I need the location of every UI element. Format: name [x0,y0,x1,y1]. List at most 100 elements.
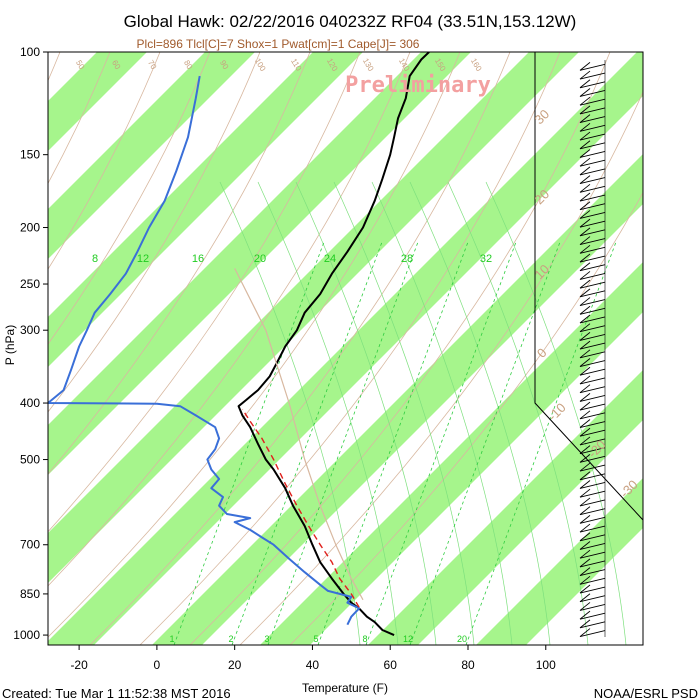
wind-barb-shaft [579,177,606,185]
mixing-ratio-label: 28 [401,253,413,265]
wind-barb-shaft [579,569,606,577]
wind-barb-flag [579,122,591,132]
wind-barb-shaft [579,281,606,289]
y-tick-label: 300 [20,323,40,337]
wind-barb [579,340,606,350]
wind-barb-flag [579,602,591,611]
x-tick-label: 20 [228,658,242,672]
x-tick-label: 80 [461,658,475,672]
wind-barb-flag [579,70,591,80]
wind-barb-flag [579,358,591,367]
wind-barb-shaft [579,325,606,333]
wind-barb-shaft [579,394,606,402]
wind-barb-shaft [579,604,606,611]
y-tick-label: 850 [20,587,40,601]
series-line-parcel [241,408,360,608]
wind-barb-shaft [579,508,606,516]
y-axis-label: P (hPa) [3,325,17,365]
y-tick-label: 100 [20,45,40,59]
wind-barb-flag [579,131,591,141]
wind-barb [579,375,606,385]
wind-barb [579,157,606,167]
wind-barb-flag [579,79,591,89]
x-axis-label: Temperature (F) [302,681,388,695]
mixing-ratio-label: 12 [137,253,149,265]
wind-barb-shaft [579,377,606,385]
wind-barb [579,610,606,620]
wind-barb-shaft [579,299,606,306]
wind-barb-shaft [579,612,606,620]
wind-barb-flag [579,549,591,559]
wind-barb-flag [579,349,591,359]
wind-barb [579,305,606,315]
x-tick-label: 60 [384,658,398,672]
wind-barb [579,575,606,585]
wind-barb [579,471,606,481]
wind-barb [579,628,606,638]
x-tick-label: -20 [70,658,88,672]
isotherm-band [260,262,643,645]
wind-barb-flag [579,619,591,629]
wind-barb-flag [579,340,591,350]
credit-label: NOAA/ESRL PSD [594,686,698,700]
y-tick-label: 500 [20,453,40,467]
wind-barb-shaft [579,421,606,428]
wind-barb-flag [579,288,591,298]
x-tick-label: 100 [536,658,556,672]
wind-barb-shaft [579,159,606,167]
dry-adiabat [189,52,611,645]
wind-barb-shaft [579,490,606,498]
wind-barb-flag [579,62,591,71]
wind-barb-flag [579,567,591,576]
chart-title: Global Hawk: 02/22/2016 040232Z RF04 (33… [124,12,577,31]
wind-barb [579,419,606,428]
adiabat-lines [48,52,643,645]
wind-barb-flag [579,244,591,254]
wind-barb-shaft [579,447,606,455]
chart-subtitle: Plcl=896 Tlcl[C]=7 Shox=1 Pwat[cm]=1 Cap… [137,37,420,51]
wind-barb-shaft [579,229,606,237]
wind-barb-shaft [579,429,606,437]
created-timestamp: Created: Tue Mar 1 11:52:38 MST 2016 [2,686,231,700]
wind-barb-shaft [579,307,606,315]
wind-barb-shaft [579,482,606,489]
wind-barb [579,201,606,211]
wind-barb-shaft [579,412,606,420]
mixing-ratio-bottom-label: 3 [264,634,269,644]
wind-barb [579,366,606,376]
wind-barb-flag [579,532,591,542]
wind-barb [579,358,606,367]
wind-barb-shaft [579,290,606,298]
wind-barb-flag [579,366,591,376]
moist-adiabat [295,181,437,645]
wind-barb [579,88,606,97]
wind-barb-shaft [579,630,606,638]
wind-barb [579,384,606,394]
wind-barb [579,488,606,498]
wind-barb [579,619,606,629]
wind-barb-flag [579,323,591,333]
wind-barb-flag [579,454,591,463]
wind-barb [579,584,606,594]
wind-barb-flag [579,210,591,219]
wind-barb-flag [579,201,591,211]
moist-adiabat [257,181,399,645]
wind-barb-flag [579,497,591,507]
wind-barb-flag [579,523,591,533]
wind-barb-flag [579,480,591,489]
dry-adiabat [48,52,211,345]
y-tick-label: 200 [20,221,40,235]
wind-barb [579,349,606,359]
wind-barb-flag [579,427,591,437]
dry-adiabat [48,52,261,413]
wind-barb [579,149,606,158]
mixing-ratio-bottom-label: 20 [457,634,467,644]
wind-barb [579,462,606,472]
wind-barb-shaft [579,543,606,550]
wind-barb-region [534,52,644,638]
y-tick-label: 1000 [13,628,40,642]
wind-barb-shaft [579,151,606,158]
wind-barb [579,279,606,289]
wind-barb-flag [579,175,591,184]
dry-adiabat [48,52,361,533]
